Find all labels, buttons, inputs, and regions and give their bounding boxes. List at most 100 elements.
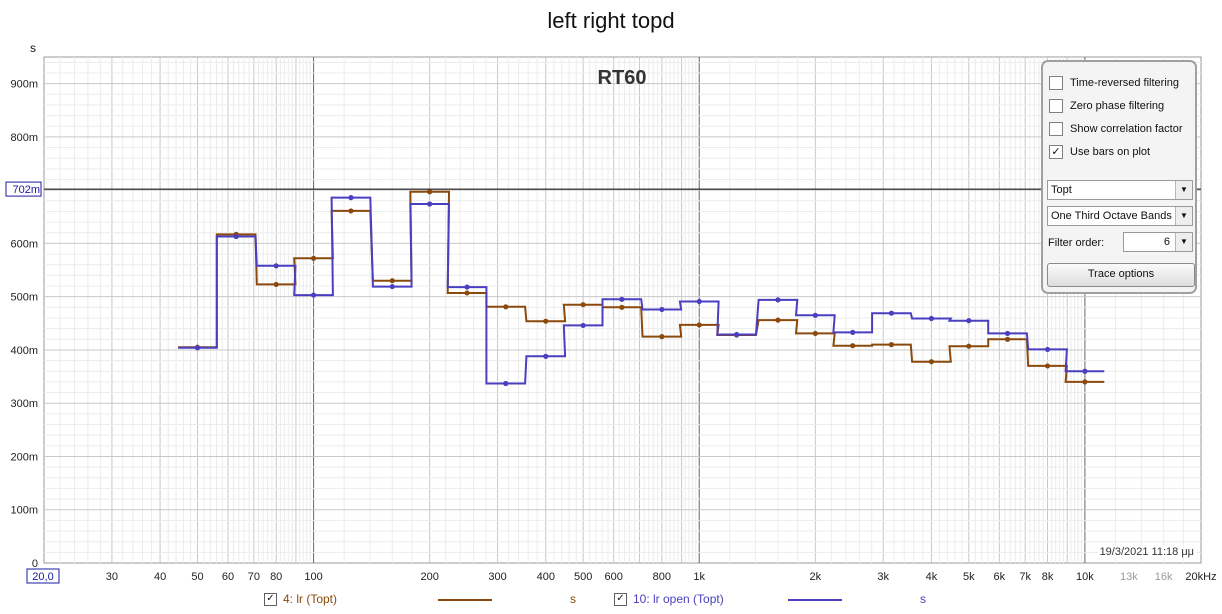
x-tick-label: 7k: [1019, 571, 1031, 583]
y-tick-label: 900m: [10, 79, 38, 91]
legend-item-series-2[interactable]: ✓ 10: lr open (Topt): [614, 592, 724, 606]
data-point: [1004, 330, 1011, 337]
x-tick-label: 30: [106, 571, 118, 583]
data-point: [503, 380, 509, 387]
legend-checkbox-2[interactable]: ✓: [614, 592, 627, 606]
data-point: [1082, 368, 1088, 374]
x-tick-label: 20,0: [32, 571, 53, 583]
legend-swatch-2: [788, 599, 842, 601]
x-tick-label: 6k: [994, 571, 1006, 583]
data-point: [427, 189, 433, 195]
tick-layer: 702m 0 100m 200m 300m 400m 500m 600m 800m 900m 20,…: [5, 79, 1217, 584]
x-tick-label: 600: [604, 571, 622, 583]
data-point: [966, 318, 972, 324]
data-point: [464, 290, 470, 296]
cursor-value-box: [5, 181, 42, 197]
time-reversed-option[interactable]: Time-reversed filtering: [1049, 75, 1179, 91]
x-tick-label: 10k: [1076, 571, 1094, 583]
data-point: [233, 233, 239, 240]
band-select[interactable]: One Third Octave Bands ▼: [1047, 206, 1193, 226]
data-point: [619, 304, 625, 310]
data-point: [580, 322, 586, 329]
control-panel: Time-reversed filtering Zero phase filte…: [1041, 60, 1197, 294]
data-point: [696, 322, 702, 328]
correlation-label: Show correlation factor: [1070, 123, 1183, 135]
x-cursor-box: [26, 568, 60, 584]
data-point: [427, 201, 433, 207]
data-point: [389, 278, 395, 284]
x-tick-label: 20kHz: [1185, 571, 1216, 583]
legend-unit-2: s: [920, 592, 926, 606]
chart-title: RT60: [598, 67, 647, 89]
zero-phase-checkbox[interactable]: [1049, 99, 1063, 113]
chevron-down-icon[interactable]: ▼: [1175, 233, 1192, 251]
data-point: [775, 317, 781, 323]
trace-options-button[interactable]: Trace options: [1047, 263, 1195, 287]
filter-order-select[interactable]: 6 ▼: [1123, 232, 1193, 252]
band-select-value: One Third Octave Bands: [1051, 210, 1172, 222]
x-tick-label: 70: [248, 571, 260, 583]
y-tick-label: 400m: [10, 345, 38, 357]
data-point: [775, 297, 781, 303]
data-point: [734, 331, 740, 338]
zero-phase-option[interactable]: Zero phase filtering: [1049, 98, 1164, 114]
data-point: [619, 296, 625, 302]
x-tick-label: 40: [154, 571, 166, 583]
use-bars-label: Use bars on plot: [1070, 146, 1151, 158]
data-point: [928, 359, 935, 365]
x-tick-label: 13k: [1120, 571, 1138, 583]
cursor-value-label: 702m: [12, 184, 40, 196]
legend-label-2: 10: lr open (Topt): [633, 592, 724, 606]
measure-select-value: Topt: [1051, 184, 1072, 196]
x-tick-label: 50: [191, 571, 203, 583]
y-tick-label: 500m: [10, 292, 38, 304]
chevron-down-icon[interactable]: ▼: [1175, 207, 1192, 225]
data-point: [888, 310, 895, 316]
data-point: [812, 330, 818, 337]
y-tick-label: 800m: [10, 132, 38, 144]
y-tick-label: 200m: [10, 451, 38, 463]
data-point: [543, 353, 549, 359]
data-point: [966, 343, 972, 349]
y-tick-label: 300m: [10, 398, 38, 410]
data-point: [812, 312, 818, 318]
use-bars-option[interactable]: ✓ Use bars on plot: [1049, 144, 1150, 160]
data-point: [850, 329, 856, 335]
x-tick-label: 8k: [1042, 571, 1054, 583]
y-tick-label: 600m: [10, 238, 38, 250]
chevron-down-icon[interactable]: ▼: [1175, 181, 1192, 199]
data-point: [1082, 379, 1088, 385]
data-point: [273, 263, 279, 269]
x-tick-label: 3k: [877, 571, 889, 583]
x-tick-label: 80: [270, 571, 282, 583]
data-point: [1044, 363, 1051, 369]
datestamp: 19/3/2021 11:18 μμ: [1097, 546, 1196, 558]
filter-order-label: Filter order:: [1048, 237, 1105, 249]
data-point: [659, 334, 665, 340]
legend-checkbox-1[interactable]: ✓: [264, 592, 277, 606]
legend-item-series-1[interactable]: ✓ 4: lr (Topt): [264, 592, 337, 606]
filter-order-value: 6: [1163, 236, 1170, 248]
x-tick-label: 500: [574, 571, 592, 583]
x-tick-label: 4k: [926, 571, 938, 583]
x-tick-label: 400: [537, 571, 555, 583]
data-point: [888, 342, 895, 348]
data-point: [310, 255, 317, 261]
data-point: [194, 345, 201, 351]
use-bars-checkbox[interactable]: ✓: [1049, 145, 1063, 159]
correlation-checkbox[interactable]: [1049, 122, 1063, 136]
data-point: [348, 208, 354, 214]
time-reversed-checkbox[interactable]: [1049, 76, 1063, 90]
page-title: left right topd: [547, 8, 675, 33]
measure-select[interactable]: Topt ▼: [1047, 180, 1193, 200]
y-tick-label: 0: [32, 558, 38, 570]
legend-unit-1: s: [570, 592, 576, 606]
correlation-option[interactable]: Show correlation factor: [1049, 121, 1183, 137]
data-point: [928, 315, 935, 322]
x-tick-label: 16k: [1155, 571, 1173, 583]
series-line-2: [178, 196, 1105, 385]
data-point: [580, 302, 586, 308]
data-point: [696, 298, 702, 305]
data-point: [850, 343, 856, 349]
